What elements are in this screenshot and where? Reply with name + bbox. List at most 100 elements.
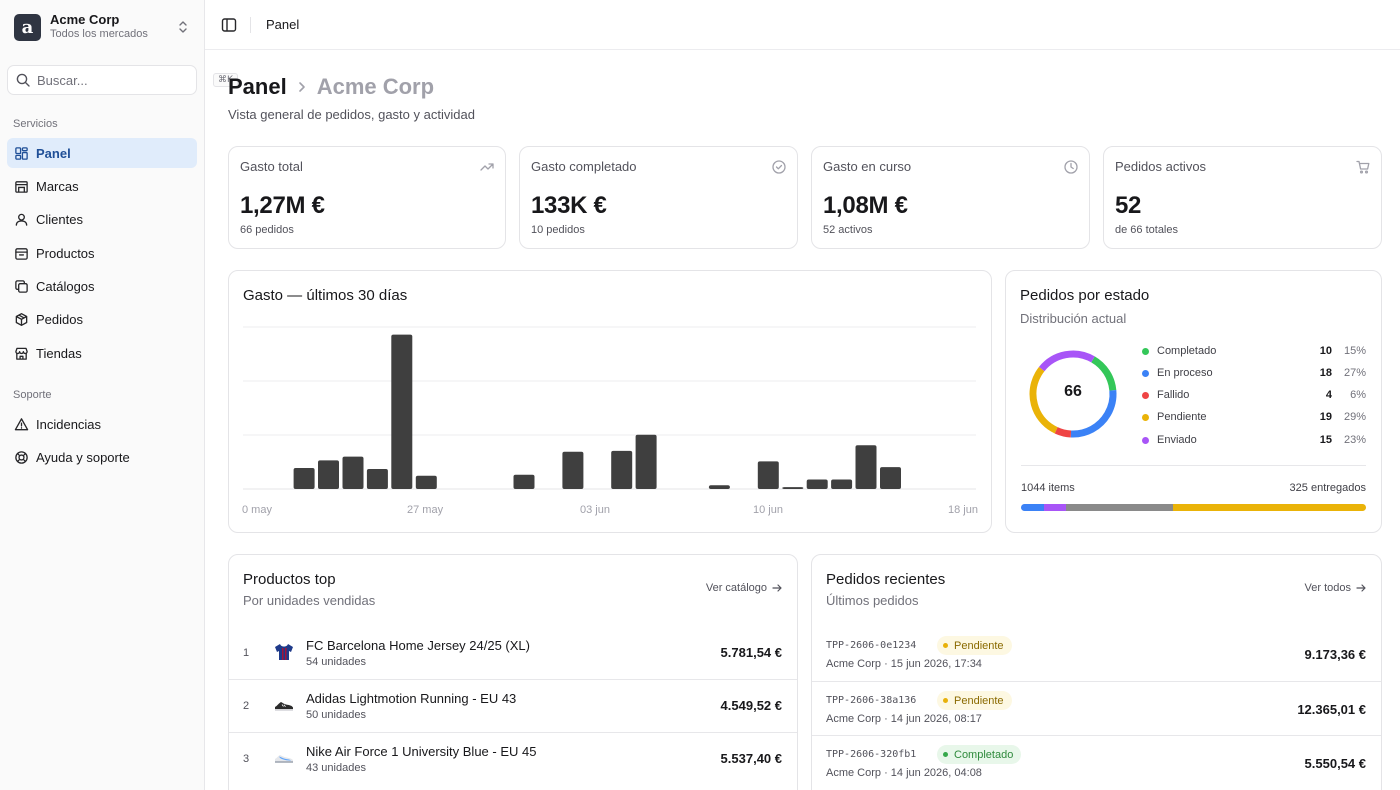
sidebar-item-label: Panel <box>36 145 71 161</box>
sidebar-item-clientes[interactable]: Clientes <box>7 205 197 235</box>
progress-segment <box>1044 504 1066 511</box>
order-row[interactable]: TPP-2606-320fb1 Completado Acme Corp · 1… <box>812 735 1381 789</box>
chart-bar[interactable] <box>415 475 437 489</box>
order-row[interactable]: TPP-2606-0e1234 Pendiente Acme Corp · 15… <box>812 627 1381 681</box>
sidebar: a Acme Corp Todos los mercados ⌘K Servic… <box>0 0 238 790</box>
chevron-right-icon <box>298 82 305 92</box>
product-rank: 3 <box>243 753 250 765</box>
chart-bar[interactable] <box>806 479 828 490</box>
search-shortcut-hint: ⌘K <box>213 73 238 87</box>
legend-percent: 6% <box>1350 389 1366 401</box>
donut-segment[interactable] <box>1023 344 1123 444</box>
product-name: Adidas Lightmotion Running - EU 43 <box>306 691 517 706</box>
stat-card-completed-spend: Gasto completado 133K € 10 pedidos <box>519 146 798 249</box>
sidebar-item-label: Incidencias <box>36 416 102 432</box>
workspace-switcher[interactable]: a Acme Corp Todos los mercados <box>0 0 204 54</box>
stat-value: 133K € <box>531 192 607 219</box>
status-badge: Completado <box>937 745 1022 764</box>
stat-subtext: 10 pedidos <box>531 224 585 236</box>
top-products-card: Productos top Por unidades vendidas Ver … <box>228 554 798 790</box>
progress-segment <box>1065 504 1173 511</box>
legend-percent: 15% <box>1343 345 1366 357</box>
stat-subtext: 52 activos <box>823 224 873 236</box>
support-nav: Incidencias Ayuda y soporte <box>0 409 204 472</box>
sidebar-item-panel[interactable]: Panel <box>7 138 197 168</box>
chart-bar[interactable] <box>318 460 339 489</box>
main-content: Panel Panel Acme Corp Vista general de p… <box>205 0 1400 790</box>
legend-count: 4 <box>1325 389 1332 401</box>
legend-name: Completado <box>1157 345 1217 357</box>
sidebar-item-label: Clientes <box>36 212 83 228</box>
chart-bar[interactable] <box>293 468 315 489</box>
legend-percent: 29% <box>1343 411 1366 423</box>
order-row[interactable]: TPP-2606-38a136 Pendiente Acme Corp · 14… <box>812 681 1381 735</box>
chart-bar[interactable] <box>757 461 779 489</box>
chart-bar[interactable] <box>880 467 901 489</box>
view-catalog-link[interactable]: Ver catálogo <box>706 582 782 594</box>
sidebar-item-label: Tiendas <box>36 345 82 361</box>
search-input[interactable] <box>37 72 213 88</box>
chart-bar[interactable] <box>855 445 877 489</box>
status-dot <box>1142 391 1149 399</box>
topbar-divider <box>250 16 251 33</box>
order-meta: Acme Corp · 15 jun 2026, 17:34 <box>826 658 982 670</box>
status-label: Pendiente <box>954 694 1004 707</box>
chart-bar[interactable] <box>782 487 804 489</box>
workspace-subtitle: Todos los mercados <box>50 28 148 40</box>
chart-bar[interactable] <box>513 474 535 489</box>
view-all-label: Ver todos <box>1304 582 1351 594</box>
chart-bar[interactable] <box>635 434 657 489</box>
chart-bar[interactable] <box>391 334 413 489</box>
product-row[interactable]: 3 Nike Air Force 1 University Blue - EU … <box>229 732 797 785</box>
chart-bar[interactable] <box>708 485 730 489</box>
delivered-count: 325 entregados <box>1289 482 1366 494</box>
search-box[interactable]: ⌘K <box>7 65 238 95</box>
sidebar-toggle-icon[interactable] <box>221 17 237 33</box>
status-subtitle: Distribución actual <box>1020 311 1127 326</box>
chart-bar[interactable] <box>611 450 633 489</box>
status-dot <box>943 698 948 703</box>
status-dot <box>1142 436 1149 444</box>
sidebar-item-tiendas[interactable]: Tiendas <box>7 338 197 368</box>
breadcrumb-company[interactable]: Acme Corp <box>316 74 435 99</box>
trending-up-icon <box>480 163 494 171</box>
sidebar-item-marcas[interactable]: Marcas <box>7 171 197 201</box>
services-nav: Panel Marcas Clientes Productos Catálogo… <box>0 138 204 368</box>
x-tick-label: 27 may <box>407 504 444 516</box>
top-products-title: Productos top <box>243 571 336 588</box>
product-row[interactable]: 2 Adidas Lightmotion Running - EU 43 50 … <box>229 679 797 732</box>
arrow-right-icon <box>1356 584 1366 592</box>
delivery-progress-bar <box>1021 504 1366 511</box>
order-meta: Acme Corp · 14 jun 2026, 04:08 <box>826 767 982 779</box>
donut-segment[interactable] <box>1023 344 1123 444</box>
package-icon <box>15 313 28 327</box>
topbar-title: Panel <box>266 17 300 32</box>
chart-bar[interactable] <box>366 469 388 489</box>
section-label-support: Soporte <box>13 389 52 402</box>
sneaker-icon <box>275 755 293 763</box>
legend-row-pendiente: Pendiente 19 29% <box>1142 409 1366 425</box>
chart-bar[interactable] <box>342 456 364 489</box>
donut-total: 66 <box>1064 383 1082 400</box>
page-title: Panel <box>228 74 287 99</box>
sidebar-item-pedidos[interactable]: Pedidos <box>7 305 197 335</box>
recent-orders-card: Pedidos recientes Últimos pedidos Ver to… <box>811 554 1382 790</box>
legend-row-fallido: Fallido 4 6% <box>1142 387 1366 403</box>
view-catalog-label: Ver catálogo <box>705 582 767 594</box>
workspace-name: Acme Corp <box>50 12 120 27</box>
brand-logo: a <box>14 13 41 41</box>
sidebar-item-ayuda[interactable]: Ayuda y soporte <box>7 443 197 473</box>
view-all-orders-link[interactable]: Ver todos <box>1305 582 1366 594</box>
chart-bar[interactable] <box>831 479 853 490</box>
shop-icon <box>15 347 28 360</box>
order-id: TPP-2606-0e1234 <box>826 640 917 651</box>
product-row[interactable]: 1 FC Barcelona Home Jersey 24/25 (XL) 54… <box>229 627 797 680</box>
x-tick-label: 18 jun <box>948 504 978 516</box>
sidebar-item-catalogos[interactable]: Catálogos <box>7 272 197 302</box>
stat-card-total-spend: Gasto total 1,27M € 66 pedidos <box>228 146 506 249</box>
sidebar-item-incidencias[interactable]: Incidencias <box>7 409 197 439</box>
chart-bar[interactable] <box>562 451 584 489</box>
breadcrumb: Panel Acme Corp <box>228 73 475 101</box>
sidebar-item-productos[interactable]: Productos <box>7 238 197 268</box>
legend-row-en-proceso: En proceso 18 27% <box>1142 365 1366 381</box>
